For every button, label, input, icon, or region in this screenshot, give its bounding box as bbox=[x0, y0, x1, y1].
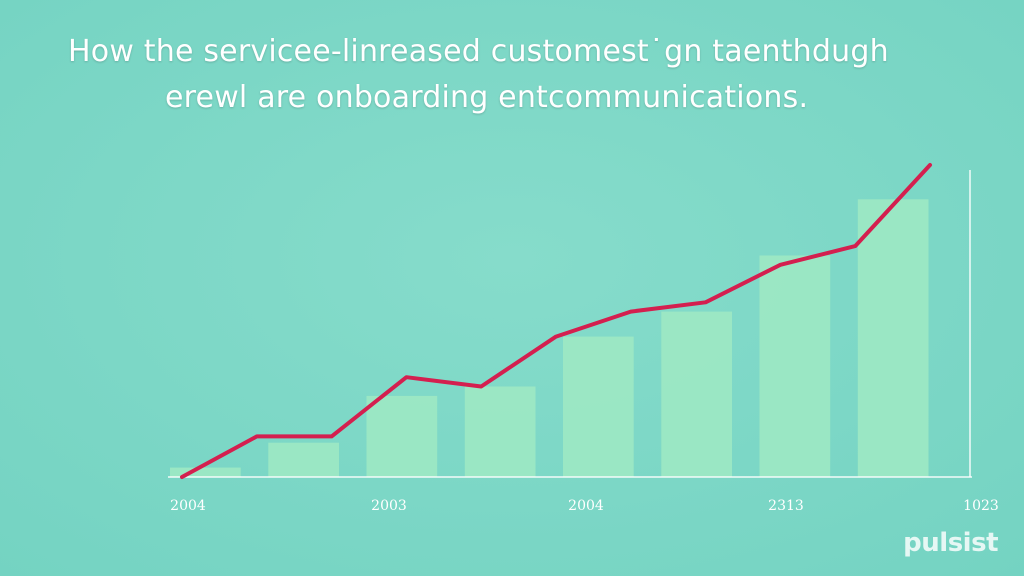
x-tick-label: 2003 bbox=[371, 498, 407, 514]
bar-5 bbox=[563, 336, 634, 477]
bar-7 bbox=[759, 255, 831, 477]
chart-title-line-2: erewl are onboarding entcommunications. bbox=[165, 80, 809, 115]
x-tick-label: 2313 bbox=[768, 498, 804, 514]
bar-3 bbox=[366, 395, 438, 477]
bar-1 bbox=[170, 467, 241, 477]
bars-layer bbox=[170, 199, 929, 478]
x-tick-label: 2004 bbox=[170, 498, 206, 514]
trend-line bbox=[180, 163, 932, 479]
bar-8 bbox=[857, 199, 929, 478]
line-layer bbox=[180, 163, 932, 479]
bar-6 bbox=[661, 311, 732, 477]
bar-4 bbox=[464, 386, 536, 477]
watermark-logo: pulsist bbox=[903, 528, 998, 558]
x-tick-label: 1023 bbox=[963, 498, 999, 514]
chart-title-line-1: How the servicee-linreased customest˙gn … bbox=[68, 34, 889, 69]
x-tick-label: 2004 bbox=[568, 498, 604, 514]
axes-layer bbox=[168, 170, 972, 478]
x-tick-labels: 2004 2003 2004 2313 1023 bbox=[170, 498, 999, 514]
bar-2 bbox=[268, 442, 339, 477]
